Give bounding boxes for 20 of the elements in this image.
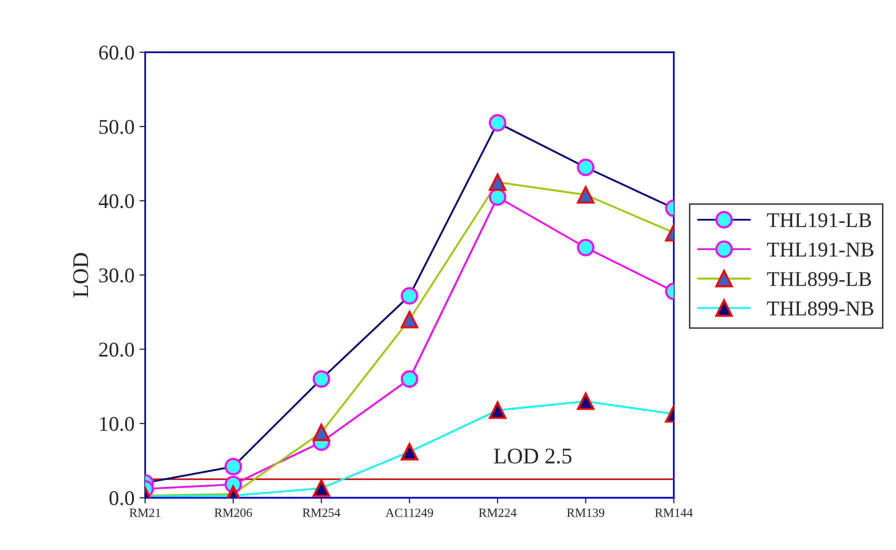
y-tick-label: 30.0 [99,268,134,283]
legend-label: THL191-LB [767,213,872,228]
x-tick-label: RM224 [478,508,516,517]
x-tick-label: RM139 [566,508,604,517]
y-tick-label: 50.0 [99,120,134,134]
legend-label: THL191-NB [767,242,874,257]
x-tick-label: RM144 [655,508,693,517]
y-tick-label: 40.0 [98,194,134,208]
legend-label: THL899-LB [767,272,872,286]
x-tick-label: RM254 [302,508,340,517]
x-tick-label: RM21 [130,508,160,517]
ref-line-label: LOD 2.5 [494,448,572,464]
y-tick-label: 60.0 [99,46,134,60]
y-tick-label: 0.0 [109,491,134,506]
y-axis-title: LOD [73,253,88,298]
y-tick-label: 10.0 [100,416,134,432]
x-tick-label: RM206 [214,508,252,517]
y-tick-label: 20.0 [99,342,134,357]
legend-label: THL899-NB [767,301,874,316]
x-tick-label: AC11249 [386,508,434,517]
